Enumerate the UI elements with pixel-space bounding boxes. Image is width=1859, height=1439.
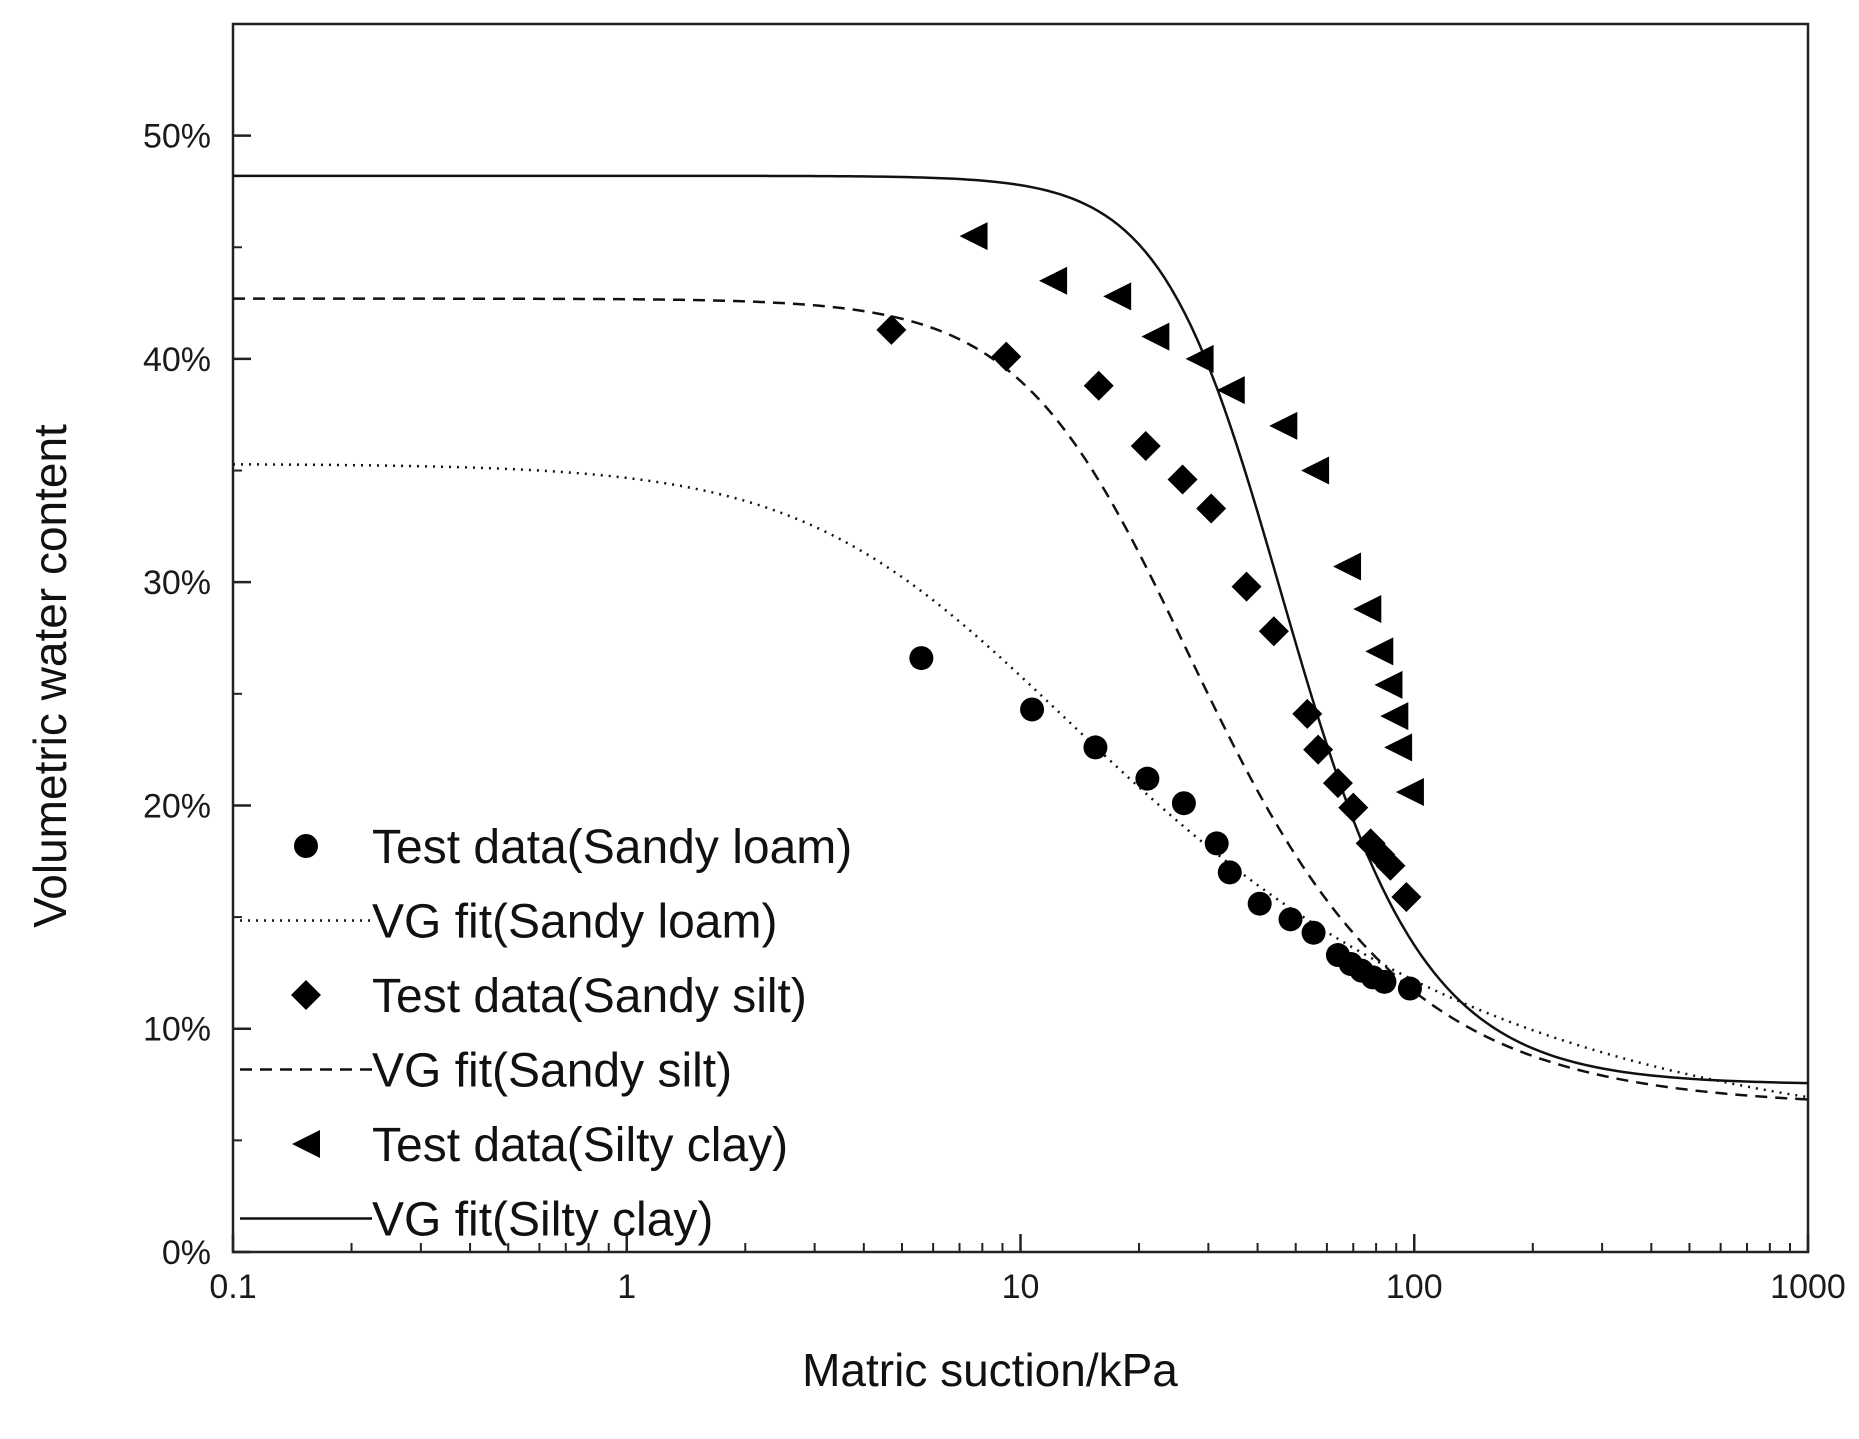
point-test-data-silty-clay — [1039, 266, 1068, 295]
point-test-data-sandy-silt — [1338, 792, 1369, 823]
point-test-data-sandy-loam — [1217, 860, 1242, 885]
point-test-data-sandy-silt — [991, 341, 1022, 372]
x-axis-title: Matric suction/kPa — [802, 1344, 1178, 1396]
point-test-data-sandy-loam — [1135, 766, 1160, 791]
x-tick-label: 1 — [617, 1268, 636, 1306]
legend-label-vg-fit-sandy-loam: VG fit(Sandy loam) — [372, 896, 777, 949]
point-test-data-silty-clay — [1380, 702, 1409, 731]
fit-curves — [232, 174, 1809, 1101]
legend-label-vg-fit-sandy-silt: VG fit(Sandy silt) — [372, 1045, 732, 1098]
y-tick-label: 10% — [143, 1011, 211, 1049]
point-test-data-sandy-silt — [1391, 881, 1422, 912]
legend-label-test-data-sandy-silt: Test data(Sandy silt) — [372, 970, 807, 1023]
point-test-data-sandy-silt — [1322, 768, 1353, 799]
legend-marker-test-data-silty-clay — [292, 1130, 320, 1158]
legend-label-vg-fit-silty-clay: VG fit(Silty clay) — [372, 1194, 713, 1247]
legend: Test data(Sandy loam) VG fit(Sandy loam) T… — [240, 821, 852, 1247]
point-test-data-sandy-silt — [1303, 734, 1334, 765]
y-tick-label: 40% — [143, 341, 211, 379]
point-test-data-sandy-loam — [1397, 976, 1422, 1001]
point-test-data-sandy-silt — [1167, 464, 1198, 495]
point-test-data-silty-clay — [1374, 670, 1403, 699]
point-test-data-silty-clay — [1384, 733, 1413, 762]
point-test-data-sandy-silt — [1375, 850, 1406, 881]
point-test-data-sandy-silt — [1292, 698, 1323, 729]
point-test-data-sandy-loam — [1247, 891, 1272, 916]
point-test-data-sandy-silt — [1196, 493, 1227, 524]
y-tick-label: 50% — [143, 118, 211, 156]
axis-labels: Matric suction/kPa Volumetric water cont… — [24, 424, 1178, 1396]
point-test-data-silty-clay — [1269, 411, 1298, 440]
point-test-data-sandy-loam — [1020, 697, 1045, 722]
point-test-data-silty-clay — [1141, 322, 1170, 351]
point-test-data-sandy-loam — [1372, 969, 1397, 994]
point-test-data-sandy-loam — [1204, 831, 1229, 856]
point-test-data-silty-clay — [959, 222, 988, 251]
point-test-data-silty-clay — [1353, 594, 1382, 623]
series-line-vg-fit-silty-clay — [233, 174, 1809, 1085]
point-test-data-sandy-silt — [1231, 571, 1262, 602]
y-tick-label: 30% — [143, 564, 211, 602]
y-axis-title: Volumetric water content — [24, 424, 76, 928]
point-test-data-silty-clay — [1103, 282, 1132, 311]
series-line-vg-fit-sandy-silt — [233, 297, 1809, 1101]
x-tick-label: 100 — [1386, 1268, 1443, 1306]
point-test-data-silty-clay — [1216, 376, 1245, 405]
point-test-data-sandy-silt — [1258, 616, 1289, 647]
legend-marker-test-data-sandy-loam — [294, 834, 318, 858]
point-test-data-sandy-silt — [1083, 370, 1114, 401]
legend-label-test-data-silty-clay: Test data(Silty clay) — [372, 1119, 788, 1172]
point-test-data-silty-clay — [1395, 778, 1424, 807]
point-test-data-sandy-loam — [909, 646, 934, 671]
legend-label-test-data-sandy-loam: Test data(Sandy loam) — [372, 821, 852, 874]
x-tick-label: 1000 — [1770, 1268, 1846, 1306]
point-test-data-silty-clay — [1301, 456, 1330, 485]
point-test-data-silty-clay — [1185, 344, 1214, 373]
point-test-data-sandy-loam — [1278, 907, 1303, 932]
axis-ticks: 0.1 1 10 100 1000 0% 10% 20% 30% 40% 50% — [143, 23, 1846, 1306]
y-tick-label: 0% — [162, 1234, 211, 1272]
point-test-data-sandy-silt — [1130, 430, 1161, 461]
point-test-data-sandy-silt — [876, 314, 907, 345]
x-tick-label: 0.1 — [209, 1268, 256, 1306]
data-points — [876, 222, 1424, 1001]
point-test-data-silty-clay — [1333, 552, 1362, 581]
point-test-data-sandy-loam — [1171, 791, 1196, 816]
point-test-data-sandy-loam — [1301, 920, 1326, 945]
y-tick-label: 20% — [143, 787, 211, 825]
x-tick-label: 10 — [1002, 1268, 1040, 1306]
point-test-data-silty-clay — [1365, 637, 1394, 666]
legend-marker-test-data-sandy-silt — [291, 980, 321, 1010]
point-test-data-sandy-loam — [1083, 735, 1108, 760]
